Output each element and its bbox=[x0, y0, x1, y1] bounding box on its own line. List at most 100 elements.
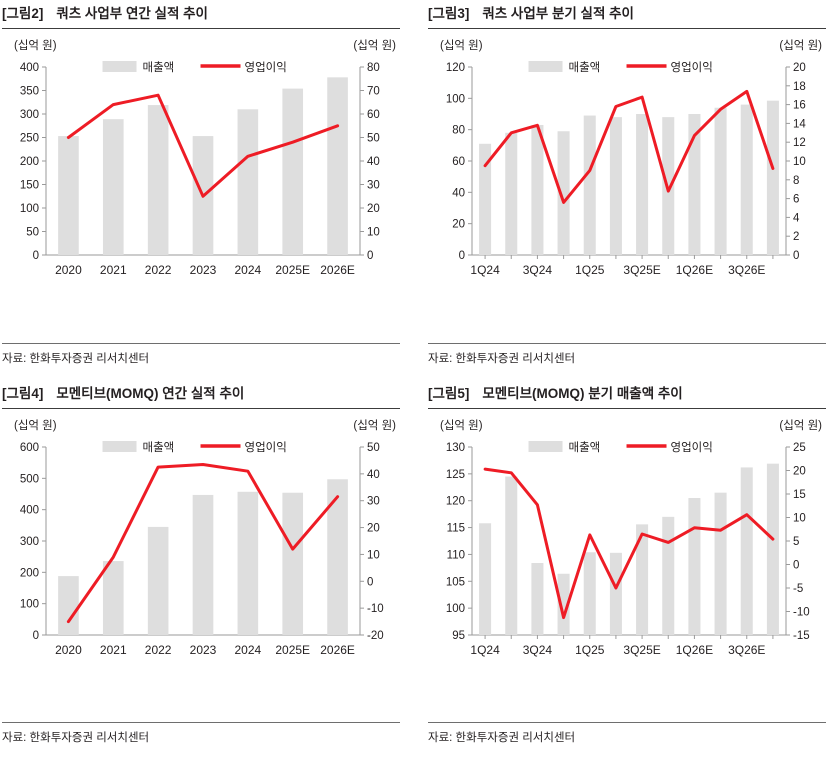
svg-text:2022: 2022 bbox=[145, 643, 172, 657]
svg-text:매출액: 매출액 bbox=[569, 61, 601, 74]
unit-label-right: (십억 원) bbox=[353, 39, 396, 52]
panel-header-1: [그림2] 쿼츠 사업부 연간 실적 추이 bbox=[0, 0, 402, 29]
chart-area-4: (십억 원) (십억 원) 95 100 105 110 115 120 125 130 -15… bbox=[426, 417, 828, 679]
title-divider bbox=[428, 27, 826, 29]
svg-text:20: 20 bbox=[793, 62, 806, 74]
svg-text:1Q26E: 1Q26E bbox=[676, 263, 713, 277]
svg-text:40: 40 bbox=[367, 156, 380, 168]
svg-text:10: 10 bbox=[793, 156, 806, 168]
svg-text:8: 8 bbox=[793, 175, 799, 187]
svg-text:10: 10 bbox=[793, 512, 806, 524]
svg-text:0: 0 bbox=[367, 250, 373, 262]
figure-tag: [그림2] bbox=[2, 6, 44, 21]
svg-text:14: 14 bbox=[793, 118, 806, 130]
svg-text:80: 80 bbox=[452, 125, 465, 137]
page-title: 쿼츠 사업부 분기 실적 추이 bbox=[482, 6, 634, 21]
svg-text:50: 50 bbox=[26, 226, 39, 238]
svg-text:150: 150 bbox=[20, 179, 39, 191]
svg-text:2: 2 bbox=[793, 231, 799, 243]
svg-text:2021: 2021 bbox=[100, 643, 127, 657]
figure-panel-1: [그림2] 쿼츠 사업부 연간 실적 추이 (십억 원) (십억 원) 0 50 1… bbox=[0, 0, 402, 380]
figure-tag: [그림5] bbox=[428, 386, 470, 401]
svg-text:매출액: 매출액 bbox=[569, 441, 601, 454]
svg-text:2025E: 2025E bbox=[275, 643, 310, 657]
svg-text:10: 10 bbox=[367, 549, 380, 561]
unit-label-right: (십억 원) bbox=[353, 419, 396, 432]
chart-area-1: (십억 원) (십억 원) 0 50 100 150 200 250 300 350 400 0 1… bbox=[0, 37, 402, 299]
svg-text:20: 20 bbox=[367, 522, 380, 534]
svg-text:20: 20 bbox=[452, 219, 465, 231]
figure-title-row-1: [그림2] 쿼츠 사업부 연간 실적 추이 bbox=[2, 6, 400, 23]
source-divider bbox=[2, 722, 400, 723]
svg-text:115: 115 bbox=[447, 522, 465, 534]
svg-text:500: 500 bbox=[20, 473, 39, 485]
svg-text:200: 200 bbox=[20, 156, 39, 168]
title-divider bbox=[428, 407, 826, 409]
svg-text:0: 0 bbox=[33, 630, 39, 642]
chart-area-3: (십억 원) (십억 원) 0 100 200 300 400 500 600 -20 -10 0… bbox=[0, 417, 402, 679]
svg-text:30: 30 bbox=[367, 496, 380, 508]
panel-header-2: [그림3] 쿼츠 사업부 분기 실적 추이 bbox=[426, 0, 828, 29]
panel-header-3: [그림4] 모멘티브(MOMQ) 연간 실적 추이 bbox=[0, 380, 402, 409]
svg-text:50: 50 bbox=[367, 132, 380, 144]
svg-text:70: 70 bbox=[367, 85, 380, 97]
svg-text:18: 18 bbox=[793, 81, 806, 93]
svg-text:20: 20 bbox=[793, 465, 806, 477]
svg-text:2020: 2020 bbox=[55, 643, 82, 657]
unit-label-left: (십억 원) bbox=[440, 39, 483, 52]
svg-text:2022: 2022 bbox=[145, 263, 172, 277]
svg-text:0: 0 bbox=[459, 250, 465, 262]
svg-text:3Q26E: 3Q26E bbox=[728, 643, 765, 657]
svg-text:60: 60 bbox=[367, 109, 380, 121]
svg-text:1Q24: 1Q24 bbox=[470, 263, 500, 277]
figure-title-row-2: [그림3] 쿼츠 사업부 분기 실적 추이 bbox=[428, 6, 826, 23]
title-divider bbox=[2, 27, 400, 29]
unit-label-right: (십억 원) bbox=[779, 419, 822, 432]
svg-text:-10: -10 bbox=[793, 606, 810, 618]
svg-text:3Q25E: 3Q25E bbox=[623, 263, 660, 277]
svg-text:125: 125 bbox=[446, 469, 465, 481]
svg-text:2026E: 2026E bbox=[320, 263, 355, 277]
svg-text:-20: -20 bbox=[367, 630, 384, 642]
svg-text:2020: 2020 bbox=[55, 263, 82, 277]
figure-panel-2: [그림3] 쿼츠 사업부 분기 실적 추이 (십억 원) (십억 원) 0 20 4… bbox=[426, 0, 828, 380]
svg-text:2024: 2024 bbox=[235, 263, 262, 277]
source-block-4: 자료: 한화투자증권 리서치센터 bbox=[428, 722, 826, 745]
unit-label-left: (십억 원) bbox=[14, 419, 57, 432]
svg-text:25: 25 bbox=[793, 442, 806, 454]
unit-label-right: (십억 원) bbox=[779, 39, 822, 52]
source-block-2: 자료: 한화투자증권 리서치센터 bbox=[428, 343, 826, 366]
plot-host: 0 50 100 150 200 250 300 350 400 0 10 20 30 40 50 60 70 8… bbox=[0, 55, 402, 299]
svg-text:3Q26E: 3Q26E bbox=[728, 263, 765, 277]
svg-text:5: 5 bbox=[793, 536, 799, 548]
svg-text:1Q26E: 1Q26E bbox=[676, 643, 713, 657]
svg-text:400: 400 bbox=[20, 505, 39, 517]
figure-title-row-3: [그림4] 모멘티브(MOMQ) 연간 실적 추이 bbox=[2, 386, 400, 403]
svg-text:0: 0 bbox=[33, 250, 39, 262]
figure-title-row-4: [그림5] 모멘티브(MOMQ) 분기 매출액 추이 bbox=[428, 386, 826, 403]
svg-text:2024: 2024 bbox=[235, 643, 262, 657]
svg-text:15: 15 bbox=[793, 489, 806, 501]
svg-text:2021: 2021 bbox=[100, 263, 127, 277]
svg-text:2026E: 2026E bbox=[320, 643, 355, 657]
svg-text:1Q25: 1Q25 bbox=[575, 643, 605, 657]
svg-text:영업이익: 영업이익 bbox=[671, 441, 713, 454]
source-text: 자료: 한화투자증권 리서치센터 bbox=[428, 732, 576, 744]
svg-text:2025E: 2025E bbox=[275, 263, 310, 277]
source-text: 자료: 한화투자증권 리서치센터 bbox=[428, 353, 576, 365]
svg-text:400: 400 bbox=[20, 62, 39, 74]
svg-text:2023: 2023 bbox=[190, 263, 217, 277]
svg-text:6: 6 bbox=[793, 193, 799, 205]
svg-text:130: 130 bbox=[446, 442, 465, 454]
svg-text:3Q24: 3Q24 bbox=[523, 263, 553, 277]
svg-text:30: 30 bbox=[367, 179, 380, 191]
figure-tag: [그림3] bbox=[428, 6, 470, 21]
source-block-3: 자료: 한화투자증권 리서치센터 bbox=[2, 722, 400, 745]
svg-text:4: 4 bbox=[793, 212, 800, 224]
svg-text:영업이익: 영업이익 bbox=[245, 441, 287, 454]
svg-text:-15: -15 bbox=[793, 630, 810, 642]
svg-text:50: 50 bbox=[367, 442, 380, 454]
svg-text:95: 95 bbox=[452, 630, 465, 642]
figure-tag: [그림4] bbox=[2, 386, 44, 401]
